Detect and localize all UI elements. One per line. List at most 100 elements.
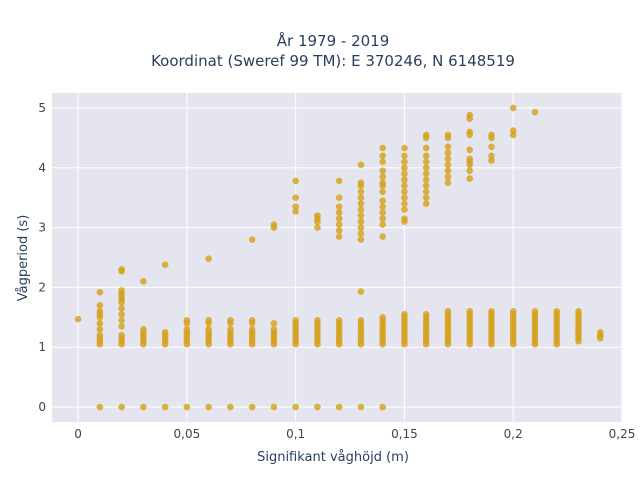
data-point [140,403,147,411]
data-point [379,158,386,166]
data-point [422,176,430,184]
y-tick-label: 0 [38,400,46,414]
data-point [96,325,104,333]
data-point [96,288,104,296]
data-point [248,236,256,243]
data-point [488,152,495,160]
y-axis-label: Vågperiod (s) [16,215,31,302]
data-point [96,308,104,315]
data-point [292,403,299,411]
data-point [401,311,408,318]
data-point [509,104,517,112]
data-point [422,194,430,201]
data-point [379,403,386,411]
data-point [422,170,430,178]
data-point [357,161,365,169]
data-point [379,233,386,240]
data-point [488,308,495,315]
data-point [357,188,365,195]
plot-area [52,93,622,422]
data-point [292,208,299,215]
x-tick-label: 0,15 [391,427,418,441]
data-point [401,194,408,201]
data-point [357,317,365,324]
data-point [379,209,386,216]
data-point [270,320,278,327]
data-point [335,209,343,216]
data-point [270,221,278,228]
data-point [357,288,365,295]
data-point [422,158,430,166]
data-point [292,177,299,185]
data-point [74,315,82,323]
data-point [466,167,474,175]
data-point [422,152,430,160]
data-point [335,233,343,240]
data-point [444,143,452,151]
y-tick-label: 5 [38,101,46,115]
data-point [227,403,234,411]
data-point [357,179,365,187]
data-point [96,403,104,411]
data-point [401,206,408,213]
x-tick-label: 0,1 [286,427,305,441]
data-point [357,200,365,207]
data-point [379,179,386,187]
data-point [466,146,474,154]
data-point [422,311,430,318]
data-point [314,212,321,219]
data-point [596,328,604,336]
data-point [379,167,386,175]
data-point [357,224,365,231]
data-point [118,305,125,312]
data-point [96,302,104,309]
data-point [422,144,430,152]
data-point [314,403,321,411]
data-point [118,322,125,330]
data-point [401,200,408,207]
data-point [401,188,408,195]
data-point [379,144,386,152]
data-point [422,200,430,207]
x-axis-label: Signifikant våghöjd (m) [257,450,409,465]
data-point [227,325,234,333]
data-point [444,167,452,175]
data-point [509,127,517,134]
data-point [96,320,104,327]
data-point [488,157,495,164]
data-point [575,308,582,315]
data-point [531,308,539,315]
data-point [379,314,386,321]
data-point [314,317,321,324]
data-point [357,194,365,201]
data-point [96,331,104,339]
data-point [292,194,299,201]
data-point [466,175,474,182]
data-point [183,317,191,324]
data-point [379,152,386,160]
x-axis-ticks: 0 0,05 0,1 0,15 0,2 0,25 [74,427,635,441]
data-point [401,182,408,190]
data-point [357,212,365,219]
data-point [444,161,452,169]
data-point [292,203,299,210]
data-point [248,325,256,333]
y-tick-label: 1 [38,340,46,354]
data-point [401,152,408,160]
data-point [466,308,474,315]
data-point [379,188,386,195]
y-axis-ticks: 0 1 2 3 4 5 [38,101,46,414]
data-point [401,170,408,178]
data-point [335,317,343,324]
y-tick-label: 2 [38,280,46,294]
data-point [335,221,343,228]
data-point [248,403,256,411]
y-tick-label: 4 [38,161,46,175]
data-point [466,111,474,119]
data-point [161,403,169,411]
data-point [488,131,495,139]
data-point [314,224,321,231]
data-point [401,215,408,222]
data-point [553,308,561,315]
data-point [183,403,191,411]
